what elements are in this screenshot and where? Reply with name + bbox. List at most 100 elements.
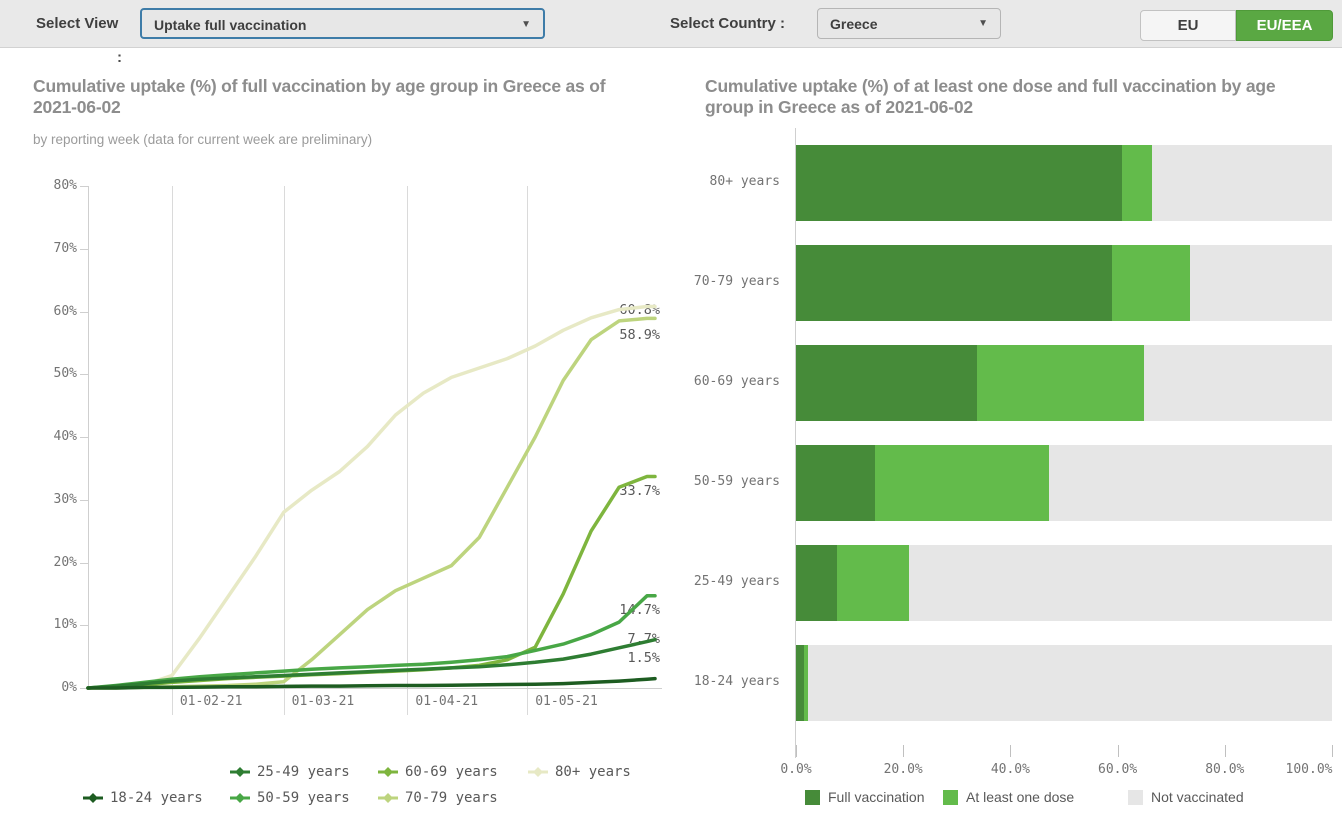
- legend-item-50-59-years[interactable]: 50-59 years: [230, 790, 350, 806]
- legend-label: 18-24 years: [110, 790, 203, 806]
- select-country-dropdown[interactable]: Greece ▼: [817, 8, 1001, 39]
- y-axis-tick-label: 10%: [53, 617, 77, 633]
- bar-x-axis-tick-label: 100.0%: [1285, 762, 1333, 777]
- y-axis-tick-label: 30%: [53, 491, 77, 507]
- bar-segment-at-least-one-dose[interactable]: [874, 445, 1050, 521]
- bar-category-label: 80+ years: [709, 174, 780, 189]
- series-end-value-label: 58.9%: [619, 327, 660, 344]
- line-marker-icon: [230, 767, 250, 777]
- line-marker-icon: [378, 793, 398, 803]
- bar-row-60-69-years[interactable]: [796, 345, 1332, 421]
- legend-label: Not vaccinated: [1151, 789, 1244, 805]
- x-axis-tick-label: 01-05-21: [535, 694, 598, 709]
- legend-item-70-79-years[interactable]: 70-79 years: [378, 790, 498, 806]
- x-axis-line: [88, 688, 662, 689]
- y-axis-tick: [80, 437, 88, 438]
- top-control-bar: Select View Uptake full vaccination ▼ Se…: [0, 0, 1342, 48]
- y-axis-tick-label: 80%: [53, 178, 77, 193]
- line-marker-icon: [83, 793, 103, 803]
- bar-x-axis-tick: [903, 745, 905, 757]
- bar-category-label: 25-49 years: [693, 574, 780, 589]
- y-axis-tick-label: 50%: [53, 366, 77, 382]
- bar-row-80-years[interactable]: [796, 145, 1332, 221]
- month-gridline: [283, 186, 285, 715]
- legend-item-not-vaccinated: Not vaccinated: [1128, 789, 1244, 805]
- bar-category-label: 18-24 years: [693, 674, 780, 689]
- bar-segment-full-vaccination[interactable]: [796, 245, 1112, 321]
- bar-segment-at-least-one-dose[interactable]: [1111, 245, 1190, 321]
- y-axis-tick: [80, 625, 88, 627]
- select-view-dropdown[interactable]: Uptake full vaccination ▼: [140, 8, 545, 39]
- bar-segment-not-vaccinated[interactable]: [1189, 245, 1332, 321]
- y-axis-tick: [80, 311, 88, 313]
- y-axis-tick-label: 70%: [53, 240, 77, 256]
- line-series-80-years[interactable]: [86, 304, 657, 690]
- y-axis-tick: [80, 562, 88, 564]
- bar-segment-at-least-one-dose[interactable]: [976, 345, 1144, 421]
- legend-item-full-vaccination: Full vaccination: [805, 789, 925, 805]
- line-chart-subtitle: by reporting week (data for current week…: [33, 132, 373, 147]
- legend-label: 80+ years: [555, 764, 631, 780]
- legend-label: At least one dose: [966, 789, 1075, 805]
- chevron-down-icon: ▼: [978, 18, 988, 29]
- legend-item-25-49-years[interactable]: 25-49 years: [230, 764, 350, 780]
- x-axis-tick-label: 01-02-21: [179, 694, 243, 709]
- bar-category-label: 50-59 years: [693, 474, 780, 489]
- bar-segment-full-vaccination[interactable]: [796, 645, 804, 721]
- line-series-50-59-years[interactable]: [86, 594, 657, 690]
- legend-label: 50-59 years: [257, 790, 350, 806]
- legend-label: 25-49 years: [257, 764, 350, 780]
- x-axis-tick-label: 01-04-21: [415, 694, 479, 709]
- legend-swatch-icon: [805, 789, 820, 805]
- bar-segment-full-vaccination[interactable]: [796, 345, 977, 421]
- select-view-colon: :: [117, 49, 122, 66]
- line-series-70-79-years[interactable]: [86, 316, 657, 690]
- bar-chart-title: Cumulative uptake (%) of at least one do…: [705, 76, 1276, 118]
- bar-x-axis-tick-label: 80.0%: [1205, 762, 1245, 777]
- bar-row-25-49-years[interactable]: [796, 545, 1332, 621]
- line-series-18-24-years[interactable]: [86, 676, 657, 690]
- y-axis-tick-label: 0%: [61, 680, 77, 695]
- y-axis-tick: [80, 186, 88, 187]
- legend-item-80-years[interactable]: 80+ years: [528, 764, 631, 780]
- bar-segment-full-vaccination[interactable]: [796, 145, 1122, 221]
- bar-segment-at-least-one-dose[interactable]: [804, 645, 808, 721]
- line-marker-icon: [378, 767, 398, 777]
- bar-segment-not-vaccinated[interactable]: [807, 645, 1332, 721]
- select-country-value: Greece: [830, 16, 878, 32]
- bar-x-axis-tick: [1010, 745, 1012, 757]
- bar-row-70-79-years[interactable]: [796, 245, 1332, 321]
- month-gridline: [171, 186, 173, 715]
- bar-segment-not-vaccinated[interactable]: [1151, 145, 1332, 221]
- y-axis-tick-label: 60%: [53, 303, 77, 319]
- bar-x-axis-tick: [1224, 745, 1226, 757]
- bar-segment-at-least-one-dose[interactable]: [837, 545, 910, 621]
- bar-x-axis-tick-label: 20.0%: [883, 762, 923, 777]
- bar-segment-not-vaccinated[interactable]: [1143, 345, 1332, 421]
- select-view-label: Select View: [36, 15, 119, 32]
- legend-label: 70-79 years: [405, 790, 498, 806]
- bar-x-axis-tick-label: 60.0%: [1098, 762, 1138, 777]
- bar-segment-not-vaccinated[interactable]: [909, 545, 1332, 621]
- bar-row-18-24-years[interactable]: [796, 645, 1332, 721]
- eu-toggle-button[interactable]: EU: [1140, 10, 1236, 41]
- bar-x-axis-tick-label: 40.0%: [990, 762, 1030, 777]
- bar-segment-full-vaccination[interactable]: [796, 545, 838, 621]
- bar-segment-at-least-one-dose[interactable]: [1121, 145, 1152, 221]
- bar-row-50-59-years[interactable]: [796, 445, 1332, 521]
- y-axis-tick-label: 20%: [53, 554, 77, 570]
- y-axis-tick: [80, 248, 88, 250]
- line-chart-title: Cumulative uptake (%) of full vaccinatio…: [33, 76, 606, 118]
- legend-swatch-icon: [1128, 789, 1143, 805]
- legend-label: Full vaccination: [828, 789, 925, 805]
- bar-x-axis-tick: [1117, 745, 1119, 757]
- x-axis-tick-label: 01-03-21: [291, 694, 355, 709]
- legend-label: 60-69 years: [405, 764, 498, 780]
- bar-segment-full-vaccination[interactable]: [796, 445, 875, 521]
- bar-x-axis-tick: [796, 745, 797, 757]
- eu-eea-toggle-button[interactable]: EU/EEA: [1236, 10, 1333, 41]
- legend-item-18-24-years[interactable]: 18-24 years: [83, 790, 203, 806]
- bar-segment-not-vaccinated[interactable]: [1049, 445, 1332, 521]
- line-series-25-49-years[interactable]: [86, 637, 657, 690]
- legend-item-60-69-years[interactable]: 60-69 years: [378, 764, 498, 780]
